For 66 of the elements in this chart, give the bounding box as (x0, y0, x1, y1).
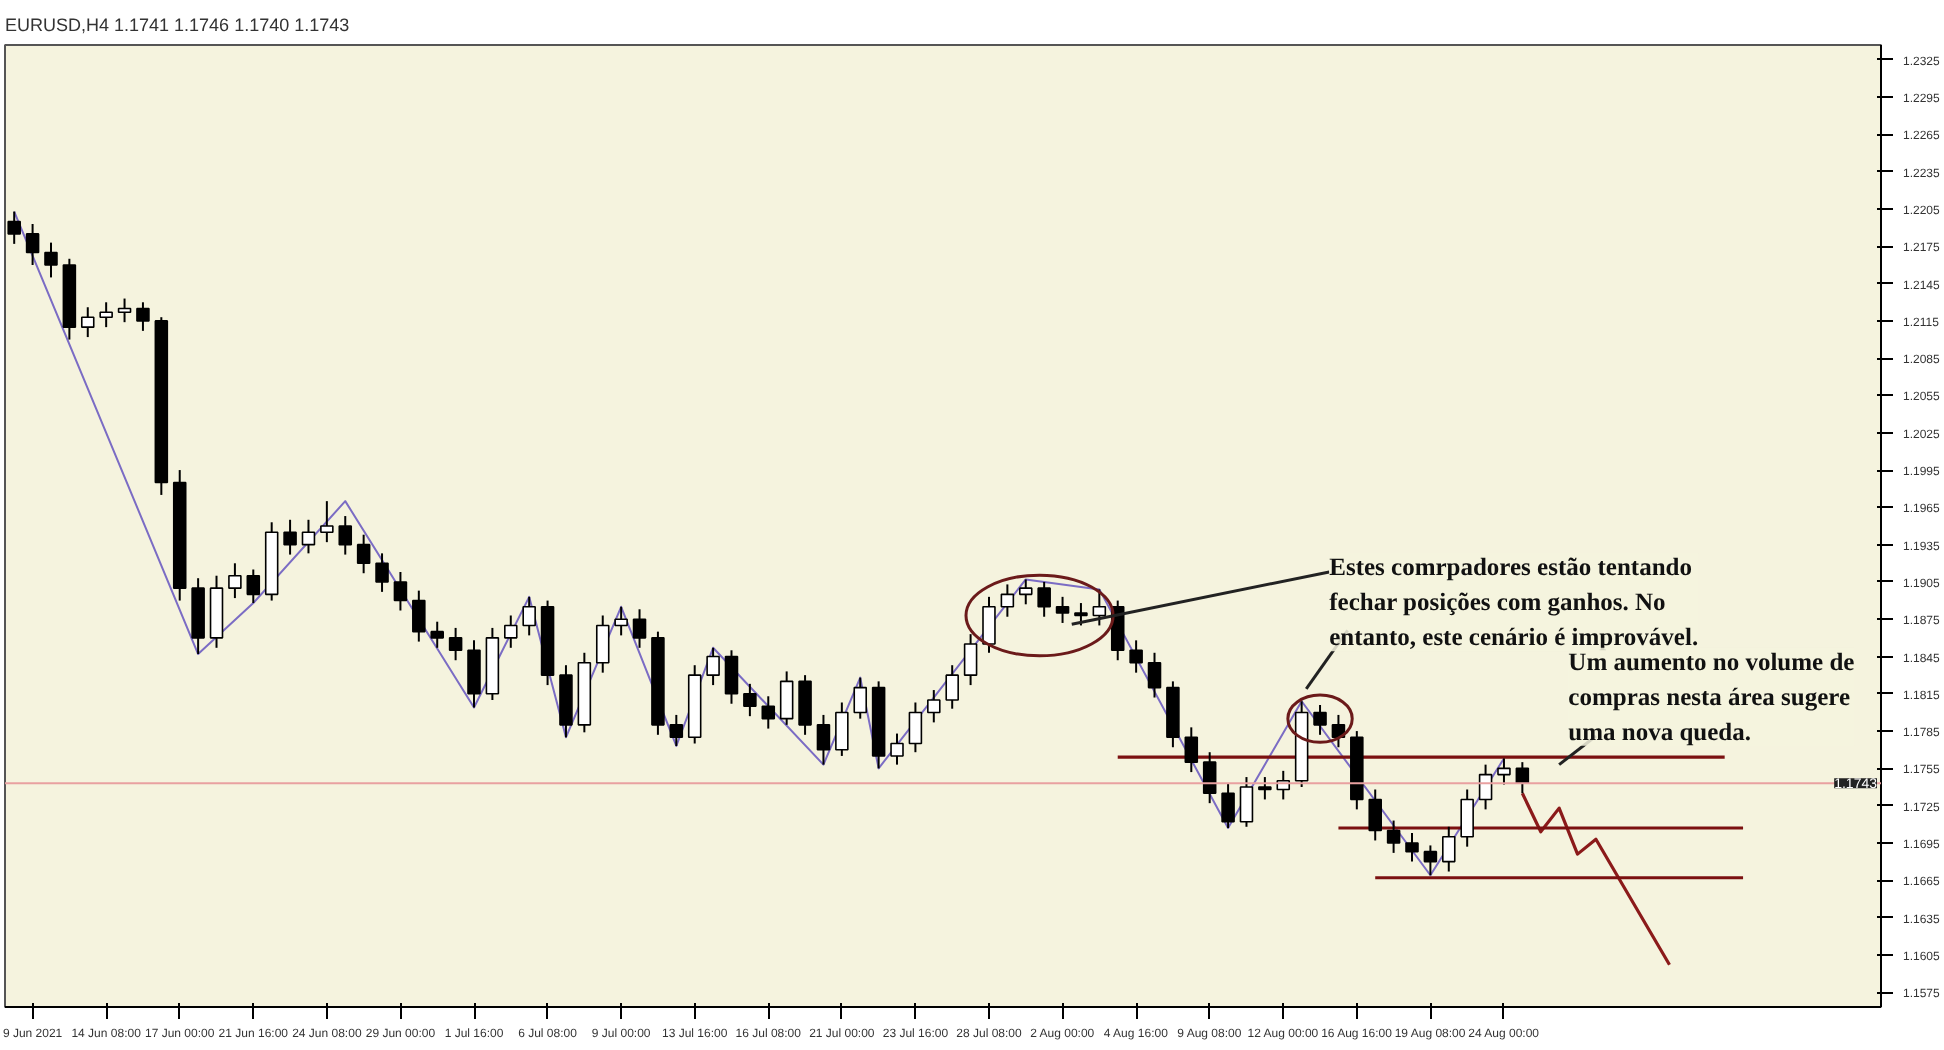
candlestick (1442, 825, 1456, 873)
candlestick (614, 605, 628, 637)
candlestick (1405, 831, 1419, 863)
candlestick (522, 595, 536, 637)
candlestick (430, 620, 444, 649)
candlestick (816, 713, 831, 766)
candlestick (448, 626, 463, 662)
candlestick (1368, 788, 1382, 842)
candlestick (761, 695, 776, 730)
candlestick (467, 639, 481, 709)
candlestick (798, 674, 812, 736)
candlestick (283, 518, 297, 556)
annotation: Um aumento no volume de compras nesta área sugere uma nova queda. (1568, 647, 1856, 746)
candlestick (338, 515, 353, 556)
candlestick (136, 301, 150, 332)
candlestick (246, 568, 261, 605)
candlestick (632, 608, 647, 649)
candlestick (743, 682, 757, 718)
candlestick (1184, 726, 1199, 774)
candlestick (927, 689, 941, 724)
candlestick (320, 500, 334, 544)
candlestick (1055, 595, 1070, 624)
candlestick (963, 633, 978, 687)
candlestick (25, 222, 40, 266)
candlestick (504, 614, 518, 649)
candlestick (80, 306, 95, 339)
candlestick (1000, 583, 1015, 618)
candlestick (228, 562, 242, 600)
candlestick (1239, 776, 1254, 828)
candlestick (1202, 751, 1217, 805)
candlestick (669, 713, 684, 747)
candlestick (724, 649, 739, 705)
candlestick (779, 670, 794, 726)
candlestick (1313, 703, 1327, 736)
candlestick (706, 646, 720, 687)
candlestick (44, 241, 58, 279)
candlestick (375, 552, 389, 593)
candlestick (99, 301, 113, 329)
candlestick (853, 676, 868, 720)
candlestick (7, 210, 21, 245)
candlestick (356, 533, 371, 575)
candlestick (1258, 776, 1272, 801)
candlestick (1092, 588, 1107, 627)
chart-title: EURUSD,H4 1.1741 1.1746 1.1740 1.1743 (5, 15, 350, 35)
candlestick (1221, 782, 1235, 830)
candlestick (1147, 651, 1162, 699)
candlestick (1018, 578, 1033, 606)
candlestick (301, 518, 316, 555)
candlestick (982, 595, 996, 654)
candlestick (1386, 819, 1401, 854)
candlestick (1037, 580, 1051, 618)
candlestick (595, 614, 610, 674)
annotation: Estes comrpadores estão tentando fechar posições com ganhos. No entanto, este cenário é improvável. (1329, 553, 1699, 652)
candlestick (908, 701, 923, 754)
candlestick (1129, 639, 1143, 674)
candlestick (1460, 788, 1474, 848)
candlestick (1497, 757, 1511, 786)
line-series (1520, 791, 1672, 967)
candlestick (117, 297, 132, 324)
candlestick (1423, 844, 1438, 877)
candlestick (890, 732, 904, 766)
candlestick (1074, 602, 1088, 627)
candlestick (393, 570, 408, 612)
candlestick (945, 664, 959, 710)
candlestick (835, 701, 849, 757)
candlestick (412, 589, 426, 643)
